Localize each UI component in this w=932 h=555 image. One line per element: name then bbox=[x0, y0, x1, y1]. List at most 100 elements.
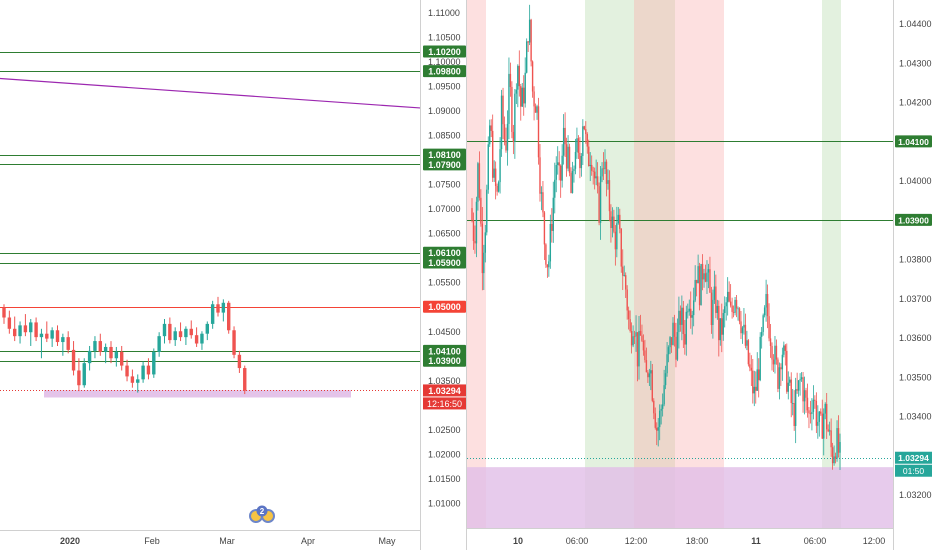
right-candle-body-170 bbox=[722, 313, 724, 335]
right-candle-body-235 bbox=[818, 411, 821, 422]
left-level-tag-label-5: 1.05900 bbox=[428, 258, 461, 268]
right-candle-body-168 bbox=[719, 318, 721, 341]
right-candle-body-245 bbox=[833, 456, 835, 464]
right-candle-body-112 bbox=[636, 332, 639, 367]
right-candle-body-30 bbox=[515, 89, 518, 94]
right-candle-body-197 bbox=[762, 315, 764, 332]
right-candle-body-140 bbox=[678, 310, 680, 333]
right-axis-tick-label: 1.04300 bbox=[899, 58, 932, 68]
right-candle-body-142 bbox=[681, 307, 683, 325]
right-candle-body-72 bbox=[577, 138, 580, 153]
right-candle-body-10 bbox=[486, 189, 488, 233]
right-candle-body-128 bbox=[660, 408, 662, 411]
right-candle-body-241 bbox=[827, 429, 829, 432]
right-axis-tick-label: 1.03500 bbox=[899, 372, 932, 382]
left-level-tag-2 bbox=[423, 148, 466, 161]
right-candle-body-93 bbox=[608, 180, 611, 212]
right-candle-body-80 bbox=[589, 164, 591, 167]
right-time-tick-label: 11 bbox=[751, 536, 761, 546]
left-axis-tick-label: 1.02500 bbox=[428, 425, 461, 435]
left-trendline bbox=[0, 77, 421, 109]
right-axis-tick-label: 1.04000 bbox=[899, 176, 932, 186]
right-candle-body-105 bbox=[626, 289, 628, 311]
right-candle-body-75 bbox=[582, 126, 584, 156]
right-candle-body-200 bbox=[766, 294, 769, 317]
right-candle-body-95 bbox=[611, 216, 614, 229]
right-candle-body-122 bbox=[651, 370, 654, 401]
left-candle-body-25 bbox=[136, 379, 140, 383]
right-candle-body-91 bbox=[605, 161, 608, 184]
right-candle-body-67 bbox=[570, 172, 572, 193]
left-axis-tick-label: 1.08500 bbox=[428, 130, 461, 140]
right-candle-body-121 bbox=[650, 370, 652, 374]
right-candle-body-96 bbox=[613, 216, 615, 232]
left-candle-body-23 bbox=[125, 365, 129, 377]
left-candle-body-13 bbox=[71, 349, 76, 371]
right-candle-body-177 bbox=[732, 311, 735, 313]
right-candle-body-28 bbox=[512, 131, 515, 142]
right-candle-body-152 bbox=[695, 280, 698, 284]
right-candle-body-58 bbox=[557, 162, 559, 166]
right-last-price-label: 1.03294 bbox=[898, 453, 929, 463]
event-badge-count-bg bbox=[256, 505, 268, 517]
left-candle-body-22 bbox=[120, 351, 124, 366]
left-axis-tick-label: 1.10500 bbox=[428, 32, 461, 42]
right-candle-body-218 bbox=[793, 403, 795, 427]
left-candle-body-15 bbox=[82, 363, 86, 386]
right-candle-body-103 bbox=[623, 275, 625, 276]
right-candle-body-2 bbox=[474, 240, 476, 244]
right-candle-body-56 bbox=[554, 179, 556, 198]
right-candle-body-78 bbox=[586, 134, 588, 147]
right-candle-body-247 bbox=[836, 428, 838, 459]
left-time-tick-label: 2020 bbox=[60, 536, 80, 546]
right-candle-body-217 bbox=[792, 403, 794, 404]
left-candle-body-29 bbox=[157, 336, 161, 352]
right-candle-body-224 bbox=[802, 377, 804, 402]
left-panel-background bbox=[0, 0, 467, 550]
left-support-zone bbox=[44, 390, 351, 398]
right-candle-body-99 bbox=[617, 214, 620, 224]
right-candle-body-130 bbox=[663, 385, 665, 405]
right-candle-body-213 bbox=[786, 350, 788, 392]
right-candle-body-92 bbox=[607, 180, 609, 184]
right-axis-tick-label: 1.03800 bbox=[899, 255, 932, 265]
right-candle-body-117 bbox=[644, 350, 646, 361]
right-candle-body-0 bbox=[471, 208, 473, 221]
left-level-tag-7 bbox=[423, 344, 466, 357]
right-candle-body-167 bbox=[718, 305, 720, 341]
left-candle-body-4 bbox=[23, 325, 28, 333]
right-axis-tick-label: 1.03600 bbox=[899, 333, 932, 343]
left-candle-body-33 bbox=[178, 331, 183, 338]
right-candle-body-153 bbox=[697, 266, 699, 284]
left-candle-body-28 bbox=[152, 351, 156, 375]
left-candle-body-26 bbox=[141, 365, 145, 380]
left-axis-tick-label: 1.09500 bbox=[428, 81, 461, 91]
right-candle-body-207 bbox=[777, 359, 779, 389]
right-candle-body-216 bbox=[790, 379, 792, 404]
right-candle-body-70 bbox=[574, 151, 577, 169]
right-candle-body-169 bbox=[721, 318, 723, 335]
right-candle-body-188 bbox=[749, 364, 751, 368]
left-candle-body-39 bbox=[210, 304, 215, 324]
right-candle-body-45 bbox=[537, 106, 540, 158]
right-candle-body-243 bbox=[830, 430, 832, 448]
session-band-red bbox=[467, 0, 486, 528]
right-candle-body-86 bbox=[598, 186, 600, 223]
left-axis-tick-label: 1.09000 bbox=[428, 106, 461, 116]
left-candle-body-20 bbox=[109, 346, 113, 359]
right-candle-body-212 bbox=[784, 345, 787, 351]
left-candle-body-9 bbox=[50, 330, 54, 339]
right-candle-body-97 bbox=[614, 231, 617, 250]
right-candle-body-125 bbox=[656, 427, 658, 431]
right-candle-body-120 bbox=[648, 373, 651, 378]
right-candle-body-141 bbox=[679, 310, 682, 325]
right-candle-body-203 bbox=[771, 345, 773, 360]
right-candle-body-135 bbox=[670, 337, 673, 345]
right-candle-body-175 bbox=[729, 301, 732, 306]
left-candle-body-0 bbox=[2, 307, 6, 318]
right-axis-tick-label: 1.04400 bbox=[899, 19, 932, 29]
left-time-tick-label: May bbox=[378, 536, 396, 546]
left-countdown-label: 12:16:50 bbox=[427, 399, 462, 409]
left-level-tag-1 bbox=[423, 65, 466, 78]
